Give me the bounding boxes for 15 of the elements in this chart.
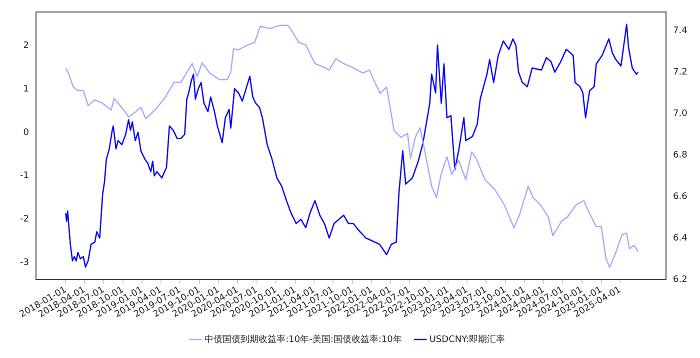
y2-tick-label: 6.2 [673,274,688,285]
legend-label: 中债国债到期收益率:10年-美国:国债收益率:10年 [204,334,402,345]
y-tick-label: -2 [20,214,29,225]
y2-tick-label: 6.8 [673,150,688,160]
legend-label: USDCNY:即期汇率 [429,334,505,345]
y-tick-label: -3 [20,258,29,268]
y-tick-label: 0 [23,128,30,138]
y-tick-label: -1 [20,171,29,182]
y2-tick-label: 7.0 [673,108,688,119]
y-tick-label: 2 [23,41,29,52]
y2-tick-label: 7.4 [673,26,688,36]
y-tick-label: 1 [23,84,29,95]
y2-tick-label: 6.4 [673,233,688,244]
y2-tick-label: 7.2 [673,67,688,78]
y2-tick-label: 6.6 [673,192,688,202]
